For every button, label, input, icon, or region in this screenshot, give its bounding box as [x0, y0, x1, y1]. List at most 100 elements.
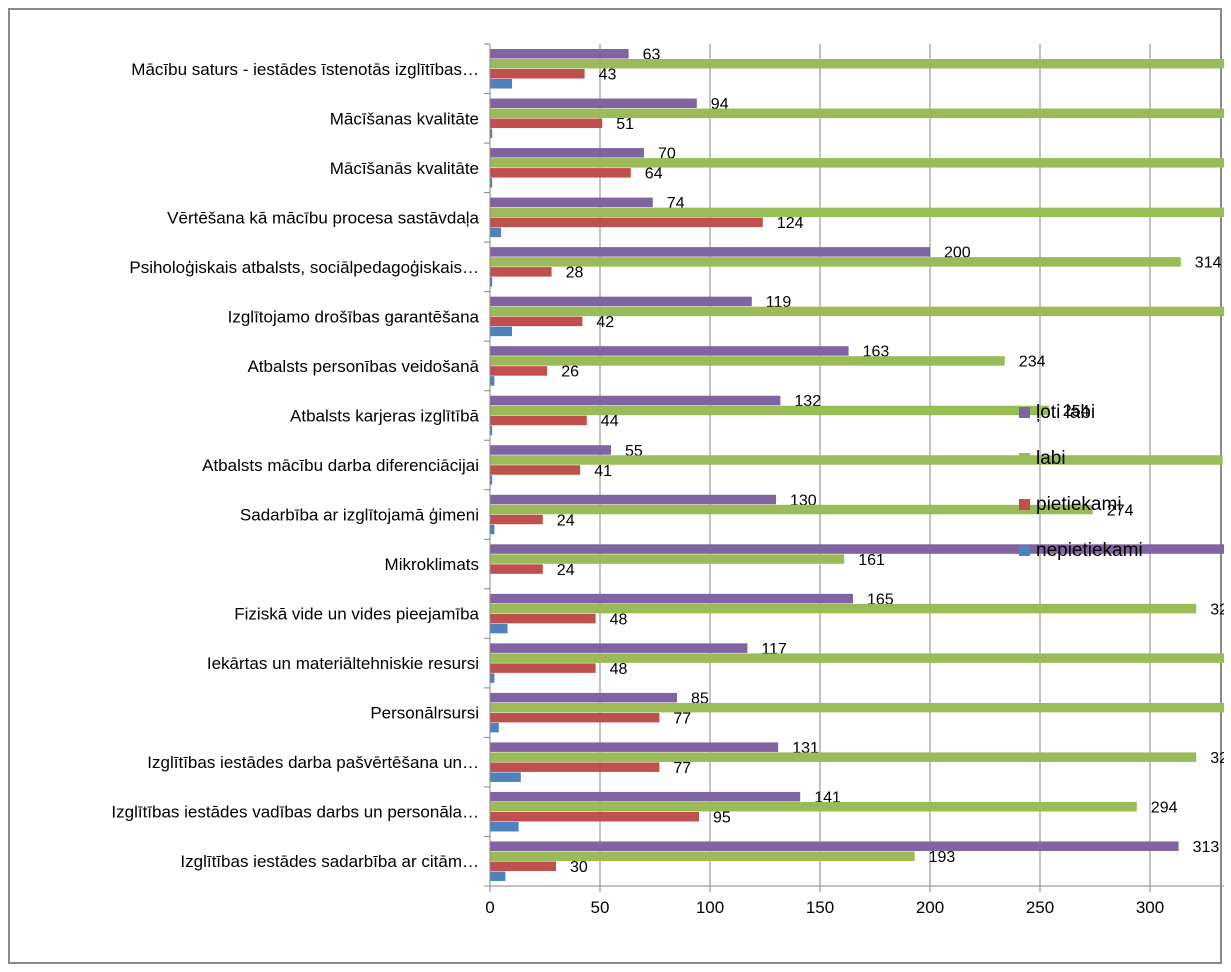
- data-label: 28: [566, 265, 584, 282]
- bar: [490, 712, 660, 723]
- bar-chart: 050100150200250300350400450Mācību saturs…: [111, 43, 1224, 917]
- bar: [490, 178, 493, 188]
- bar: [490, 168, 631, 178]
- chart-frame: 050100150200250300350400450Mācību saturs…: [8, 8, 1224, 964]
- bar: [490, 772, 521, 782]
- data-label: 48: [610, 611, 628, 628]
- bar: [490, 514, 543, 525]
- data-label: 77: [673, 760, 691, 777]
- x-tick-label: 250: [1026, 898, 1054, 917]
- data-label: 30: [570, 859, 588, 876]
- bar: [490, 69, 585, 79]
- bar: [490, 811, 699, 822]
- category-label: Sadarbība ar izglītojamā ģimeni: [240, 506, 479, 525]
- data-label: 234: [1019, 354, 1046, 371]
- data-label: 51: [616, 116, 634, 133]
- legend-swatch: [1019, 545, 1030, 556]
- bar: [490, 98, 697, 109]
- bar: [490, 247, 930, 257]
- bar: [490, 673, 495, 683]
- category-label: Mācīšanās kvalitāte: [330, 159, 479, 178]
- category-label: Izglītojamo drošības garantēšana: [228, 307, 480, 326]
- bar: [490, 524, 495, 535]
- bar: [490, 267, 552, 277]
- bar: [490, 257, 1181, 267]
- data-label: 44: [601, 413, 619, 430]
- bar: [490, 593, 853, 604]
- bar: [490, 326, 512, 337]
- category-label: Personālrsursi: [370, 704, 479, 723]
- category-label: Iekārtas un materiāltehniskie resursi: [207, 654, 479, 673]
- bar: [490, 425, 493, 436]
- category-label: Mikroklimats: [385, 555, 479, 574]
- bar: [490, 158, 1224, 168]
- bar: [490, 702, 1224, 713]
- data-label: 42: [596, 314, 614, 331]
- bar: [490, 762, 660, 772]
- bar: [490, 296, 752, 307]
- data-label: 64: [645, 166, 663, 183]
- data-label: 294: [1151, 799, 1178, 816]
- data-label: 24: [557, 562, 575, 579]
- legend-swatch: [1019, 453, 1030, 464]
- bar: [490, 415, 587, 426]
- legend-swatch: [1019, 499, 1030, 510]
- bar: [490, 227, 501, 238]
- bar: [490, 405, 1049, 416]
- x-tick-label: 100: [696, 898, 724, 917]
- legend-label: nepietiekami: [1036, 540, 1143, 561]
- bar: [490, 554, 845, 564]
- bar: [490, 395, 781, 406]
- bar: [490, 455, 1223, 465]
- category-label: Izglītības iestādes vadības darbs un per…: [111, 803, 479, 822]
- category-label: Psiholoģiskais atbalsts, sociālpedagoģis…: [129, 258, 479, 277]
- category-label: Atbalsts personības veidošanā: [247, 357, 479, 376]
- data-label: 95: [713, 809, 731, 826]
- bar: [490, 821, 519, 832]
- category-label: Atbalsts mācību darba diferenciācijai: [202, 456, 479, 475]
- bar: [490, 494, 776, 505]
- x-tick-label: 200: [916, 898, 944, 917]
- data-label: 26: [561, 364, 579, 381]
- bar: [490, 841, 1179, 851]
- x-tick-label: 50: [591, 898, 610, 917]
- bar: [490, 544, 1224, 554]
- bar: [490, 306, 1224, 317]
- data-label: 321: [1210, 601, 1224, 618]
- bar: [490, 277, 493, 287]
- bar: [490, 207, 1224, 218]
- data-label: 41: [594, 463, 612, 480]
- bar: [490, 564, 543, 574]
- bar: [490, 643, 748, 653]
- category-label: Izglītības iestādes sadarbība ar citām…: [180, 852, 479, 871]
- legend-label: pietiekami: [1036, 494, 1122, 515]
- bar: [490, 108, 1224, 119]
- bar: [490, 79, 512, 89]
- bar: [490, 861, 556, 871]
- bar: [490, 663, 596, 673]
- data-label: 274: [1107, 502, 1134, 519]
- bar: [490, 752, 1197, 762]
- data-label: 313: [1193, 839, 1220, 856]
- bar: [490, 376, 495, 386]
- bar: [490, 445, 611, 455]
- data-label: 48: [610, 661, 628, 678]
- bar: [490, 128, 493, 139]
- category-label: Mācīšanas kvalitāte: [330, 109, 479, 128]
- bar: [490, 356, 1005, 366]
- legend-label: ļoti labi: [1036, 402, 1095, 423]
- category-label: Atbalsts karjeras izglītībā: [290, 406, 480, 425]
- bar: [490, 148, 644, 158]
- bar: [490, 692, 677, 703]
- data-label: 314: [1195, 255, 1222, 272]
- legend-swatch: [1019, 407, 1030, 418]
- data-label: 77: [673, 710, 691, 727]
- bar: [490, 366, 548, 376]
- data-label: 24: [557, 512, 575, 529]
- category-label: Fiziskā vide un vides pieejamība: [234, 605, 479, 624]
- bar: [490, 475, 493, 485]
- bar: [490, 791, 801, 802]
- legend-label: labi: [1036, 448, 1066, 469]
- category-label: Vērtēšana kā mācību procesa sastāvdaļa: [167, 208, 479, 227]
- bar: [490, 504, 1093, 515]
